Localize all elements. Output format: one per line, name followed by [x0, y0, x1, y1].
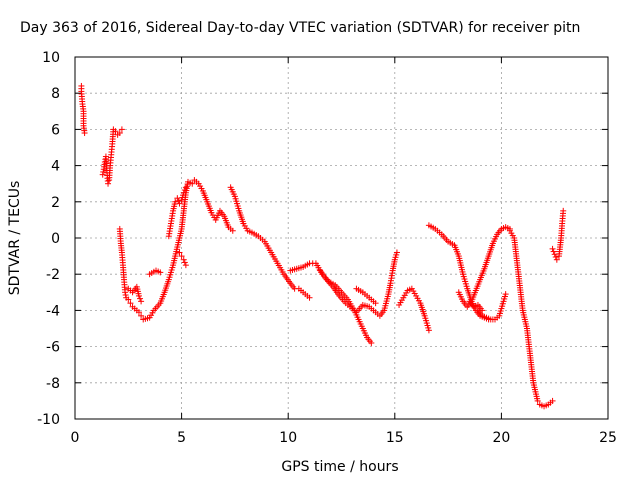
- data-point: [174, 195, 181, 202]
- data-point: [552, 254, 559, 261]
- data-point: [549, 397, 556, 404]
- data-point: [135, 309, 142, 316]
- data-points: [78, 82, 567, 410]
- data-point: [127, 300, 134, 307]
- data-point: [560, 207, 567, 214]
- data-point: [479, 307, 486, 314]
- data-point: [138, 298, 145, 305]
- data-point: [502, 291, 509, 298]
- data-point: [122, 292, 129, 299]
- data-point: [122, 289, 129, 296]
- data-point: [393, 249, 400, 256]
- data-point: [180, 256, 187, 263]
- y-tick-label: 10: [42, 50, 60, 66]
- x-tick-label: 5: [177, 430, 186, 446]
- y-tick-label: -6: [46, 340, 60, 356]
- data-point: [118, 126, 125, 133]
- data-point: [368, 339, 375, 346]
- data-point: [182, 262, 189, 269]
- x-tick-label: 0: [71, 430, 80, 446]
- data-point: [137, 295, 144, 302]
- x-axis-label: GPS time / hours: [281, 459, 398, 475]
- y-tick-label: 4: [51, 159, 60, 175]
- data-point: [550, 248, 557, 255]
- data-point: [425, 327, 432, 334]
- x-tick-label: 10: [279, 430, 297, 446]
- data-point: [534, 397, 541, 404]
- data-point: [175, 197, 182, 204]
- data-point: [553, 256, 560, 263]
- y-tick-label: 8: [51, 86, 60, 102]
- data-point: [172, 198, 179, 205]
- data-point: [105, 180, 112, 187]
- data-point: [372, 300, 379, 307]
- data-point: [125, 296, 132, 303]
- y-tick-label: -10: [37, 412, 60, 428]
- data-point: [229, 227, 236, 234]
- data-point: [178, 253, 185, 260]
- y-tick-label: 0: [51, 231, 60, 247]
- x-tick-label: 25: [599, 430, 617, 446]
- data-point: [138, 312, 145, 319]
- data-point: [181, 259, 188, 266]
- data-point: [135, 292, 142, 299]
- data-point: [306, 294, 313, 301]
- data-point: [116, 130, 123, 137]
- data-point: [176, 200, 183, 207]
- grid: [75, 57, 608, 419]
- y-axis-label: SDTVAR / TECUs: [7, 181, 23, 296]
- data-point: [157, 269, 164, 276]
- data-point: [181, 187, 188, 194]
- data-point: [189, 180, 196, 187]
- data-point: [180, 189, 187, 196]
- data-point: [176, 249, 183, 256]
- y-tick-label: -2: [46, 267, 60, 283]
- plot-frame: [74, 56, 609, 420]
- y-tick-label: 2: [51, 195, 60, 211]
- y-tick-label: -4: [46, 303, 60, 319]
- data-point: [99, 171, 106, 178]
- y-tick-label: 6: [51, 122, 60, 138]
- data-point: [112, 128, 119, 135]
- data-point: [81, 130, 88, 137]
- x-tick-label: 15: [386, 430, 404, 446]
- data-point: [100, 168, 107, 175]
- data-point: [549, 245, 556, 252]
- chart-title: Day 363 of 2016, Sidereal Day-to-day VTE…: [20, 20, 580, 36]
- data-point: [182, 184, 189, 191]
- x-tick-label: 20: [492, 430, 510, 446]
- y-tick-label: -8: [46, 376, 60, 392]
